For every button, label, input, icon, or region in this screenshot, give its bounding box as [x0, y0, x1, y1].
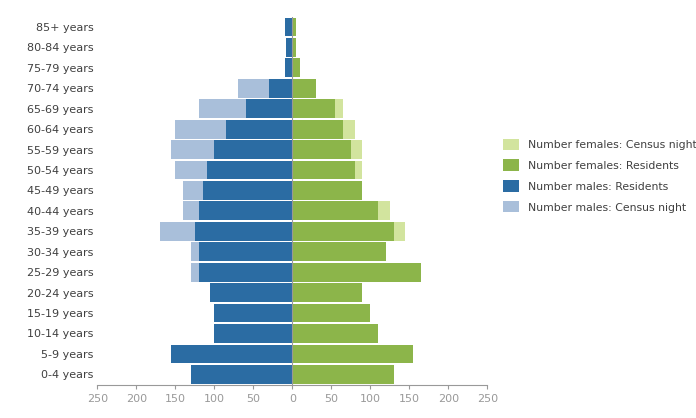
Bar	[292, 324, 378, 343]
Bar	[199, 201, 292, 220]
Bar	[292, 99, 343, 118]
Bar	[226, 120, 292, 138]
Bar	[292, 161, 355, 179]
Legend: Number females: Census night, Number females: Residents, Number males: Residents: Number females: Census night, Number fem…	[500, 135, 696, 216]
Bar	[195, 222, 292, 241]
Bar	[269, 79, 292, 98]
Bar	[175, 161, 292, 179]
Bar	[214, 303, 292, 322]
Bar	[214, 140, 292, 159]
Bar	[210, 283, 292, 302]
Bar	[286, 38, 292, 57]
Bar	[183, 201, 292, 220]
Bar	[207, 161, 292, 179]
Bar	[292, 59, 300, 77]
Bar	[210, 283, 292, 302]
Bar	[292, 181, 363, 200]
Bar	[183, 181, 292, 200]
Bar	[292, 283, 363, 302]
Bar	[171, 140, 292, 159]
Bar	[285, 18, 292, 36]
Bar	[292, 222, 394, 241]
Bar	[160, 222, 292, 241]
Bar	[199, 263, 292, 282]
Bar	[285, 59, 292, 77]
Bar	[292, 79, 316, 98]
Bar	[292, 181, 363, 200]
Bar	[199, 242, 292, 261]
Bar	[292, 120, 355, 138]
Bar	[191, 365, 292, 384]
Bar	[292, 140, 363, 159]
Bar	[292, 303, 370, 322]
Bar	[203, 181, 292, 200]
Bar	[292, 120, 343, 138]
Bar	[292, 263, 421, 282]
Bar	[292, 365, 394, 384]
Bar	[175, 120, 292, 138]
Bar	[292, 201, 390, 220]
Bar	[191, 242, 292, 261]
Bar	[171, 344, 292, 363]
Bar	[292, 140, 351, 159]
Bar	[292, 18, 296, 36]
Bar	[292, 161, 363, 179]
Bar	[292, 38, 296, 57]
Bar	[292, 242, 386, 261]
Bar	[292, 263, 421, 282]
Bar	[191, 263, 292, 282]
Bar	[238, 79, 292, 98]
Bar	[292, 344, 413, 363]
Bar	[246, 99, 292, 118]
Bar	[292, 201, 378, 220]
Bar	[292, 222, 405, 241]
Bar	[214, 324, 292, 343]
Bar	[292, 79, 316, 98]
Bar	[292, 99, 335, 118]
Bar	[199, 99, 292, 118]
